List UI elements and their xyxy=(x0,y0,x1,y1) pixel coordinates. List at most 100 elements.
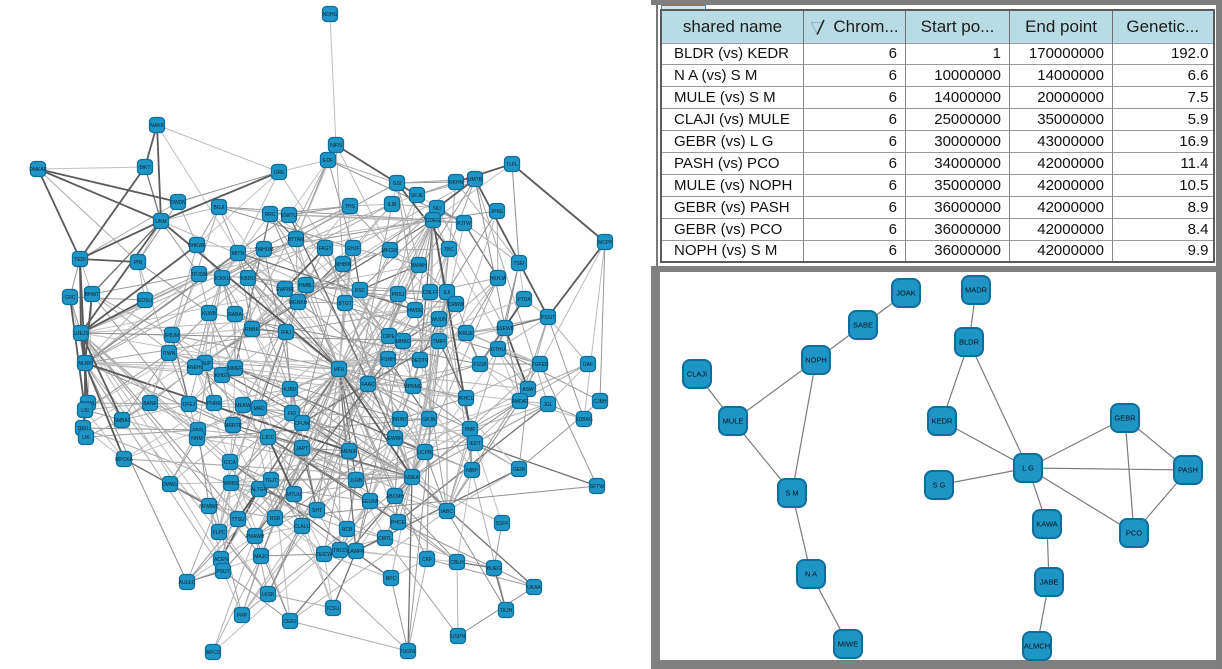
svg-text:JPKE: JPKE xyxy=(491,209,504,215)
svg-text:UNM: UNM xyxy=(155,219,166,225)
svg-text:MRRTE: MRRTE xyxy=(224,423,242,429)
svg-text:MTUU: MTUU xyxy=(287,492,302,498)
svg-text:JABE: JABE xyxy=(1040,578,1059,587)
svg-text:MPCKA: MPCKA xyxy=(115,457,133,463)
svg-text:USPN: USPN xyxy=(451,634,465,640)
svg-text:LSI: LSI xyxy=(81,408,89,414)
svg-text:ILII: ILII xyxy=(444,290,451,296)
svg-text:JAPT: JAPT xyxy=(296,446,308,452)
svg-text:JLRB: JLRB xyxy=(350,478,363,484)
svg-text:SMBAT: SMBAT xyxy=(114,418,131,424)
svg-text:TLFL: TLFL xyxy=(506,162,518,168)
svg-text:TEICW: TEICW xyxy=(316,552,332,558)
svg-text:IEDT: IEDT xyxy=(469,441,480,447)
svg-text:L G: L G xyxy=(1022,464,1034,473)
svg-text:LIK: LIK xyxy=(82,435,90,441)
svg-text:MAD: MAD xyxy=(253,406,265,412)
svg-text:DSC: DSC xyxy=(355,288,366,294)
svg-text:PSSIT: PSSIT xyxy=(541,315,555,321)
svg-text:NNM: NNM xyxy=(191,436,202,442)
svg-text:GSI: GSI xyxy=(393,181,402,187)
svg-text:PMAWH: PMAWH xyxy=(246,534,265,540)
svg-text:PRP: PRP xyxy=(237,613,248,619)
svg-text:NOPH: NOPH xyxy=(805,356,827,365)
svg-text:CMTL: CMTL xyxy=(378,536,392,542)
svg-text:PRSJ: PRSJ xyxy=(392,292,405,298)
svg-text:MFU: MFU xyxy=(334,367,345,373)
svg-text:RCB: RCB xyxy=(342,527,353,533)
svg-text:EDSU: EDSU xyxy=(138,298,152,304)
svg-text:MPNMD: MPNMD xyxy=(404,384,423,390)
svg-text:TWHUM: TWHUM xyxy=(254,247,273,253)
svg-text:TBCD: TBCD xyxy=(333,548,347,554)
svg-text:NIFN: NIFN xyxy=(330,143,342,149)
svg-text:BPC: BPC xyxy=(386,576,397,582)
svg-text:PMF: PMF xyxy=(465,427,476,433)
svg-text:KEDR: KEDR xyxy=(932,417,953,426)
svg-text:FAGT: FAGT xyxy=(318,246,331,252)
svg-text:TAUP: TAUP xyxy=(199,361,213,367)
svg-text:RNBK: RNBK xyxy=(245,327,260,333)
svg-text:SSEWB: SSEWB xyxy=(496,326,515,332)
svg-text:RRC: RRC xyxy=(265,212,276,218)
svg-text:RABA: RABA xyxy=(228,312,242,318)
svg-text:IJRE: IJRE xyxy=(274,170,286,176)
svg-text:PJTW: PJTW xyxy=(457,221,471,227)
svg-text:JOAK: JOAK xyxy=(896,289,916,298)
svg-text:HWDE: HWDE xyxy=(407,308,423,314)
svg-text:KRUE: KRUE xyxy=(459,331,474,337)
svg-text:WFCD: WFCD xyxy=(206,650,221,656)
svg-text:SHT: SHT xyxy=(312,508,322,514)
svg-text:JKHCU: JKHCU xyxy=(458,396,475,402)
svg-text:ICCA: ICCA xyxy=(224,460,237,466)
svg-text:CBLH: CBLH xyxy=(450,560,464,566)
svg-text:MMEF: MMEF xyxy=(228,366,243,372)
svg-text:SSFF: SSFF xyxy=(496,521,509,527)
svg-text:CFUW: CFUW xyxy=(295,421,310,427)
svg-text:UMTB: UMTB xyxy=(468,177,483,183)
svg-text:WUUN: WUUN xyxy=(431,317,447,323)
svg-text:LJCC: LJCC xyxy=(262,435,275,441)
svg-text:FSSB: FSSB xyxy=(473,362,487,368)
svg-text:NIBP: NIBP xyxy=(466,468,478,474)
svg-text:FAAC: FAAC xyxy=(361,382,374,388)
svg-text:DMKAF: DMKAF xyxy=(29,167,47,173)
svg-text:S M: S M xyxy=(785,489,798,498)
svg-text:BUEG: BUEG xyxy=(487,566,501,572)
svg-text:AULEC: AULEC xyxy=(179,580,196,586)
svg-text:TKJH: TKJH xyxy=(500,608,513,614)
svg-text:EDF: EDF xyxy=(323,158,333,164)
svg-text:FSHH: FSHH xyxy=(381,357,395,363)
svg-text:WRBS: WRBS xyxy=(224,481,240,487)
svg-text:GTHU: GTHU xyxy=(491,347,506,353)
svg-text:BIKT: BIKT xyxy=(139,165,150,171)
svg-text:ALTGN: ALTGN xyxy=(251,487,268,493)
svg-text:TEDI: TEDI xyxy=(74,257,85,263)
svg-text:UKAA: UKAA xyxy=(527,585,541,591)
svg-text:NSEA: NSEA xyxy=(405,475,419,481)
svg-text:DFEJ: DFEJ xyxy=(183,402,196,408)
svg-text:DWDN: DWDN xyxy=(170,200,186,206)
svg-text:THS: THS xyxy=(345,204,356,210)
svg-text:DRU: DRU xyxy=(78,426,89,432)
svg-text:MADR: MADR xyxy=(965,286,988,295)
svg-text:ASW: ASW xyxy=(522,387,534,393)
svg-text:FID: FID xyxy=(288,411,296,417)
svg-text:MFMWP: MFMWP xyxy=(199,504,219,510)
svg-text:JGL: JGL xyxy=(543,402,552,408)
svg-text:KLWB: KLWB xyxy=(202,311,216,317)
svg-text:N A: N A xyxy=(805,570,817,579)
svg-text:IFAJ: IFAJ xyxy=(281,330,292,336)
svg-text:TPJSM: TPJSM xyxy=(191,272,207,278)
svg-text:SFJE: SFJE xyxy=(411,193,424,199)
svg-text:RKHN: RKHN xyxy=(449,180,464,186)
svg-text:KHGS: KHGS xyxy=(215,373,230,379)
svg-text:BTTAM: BTTAM xyxy=(288,237,305,243)
svg-text:CKF: CKF xyxy=(422,557,432,563)
svg-text:ANEHL: ANEHL xyxy=(187,365,204,371)
svg-text:ABCMH: ABCMH xyxy=(386,494,404,500)
svg-text:EWRK: EWRK xyxy=(388,436,404,442)
svg-text:NIJ: NIJ xyxy=(433,206,441,212)
svg-text:MHBIK: MHBIK xyxy=(335,262,352,268)
svg-text:GEBR: GEBR xyxy=(1114,414,1136,423)
